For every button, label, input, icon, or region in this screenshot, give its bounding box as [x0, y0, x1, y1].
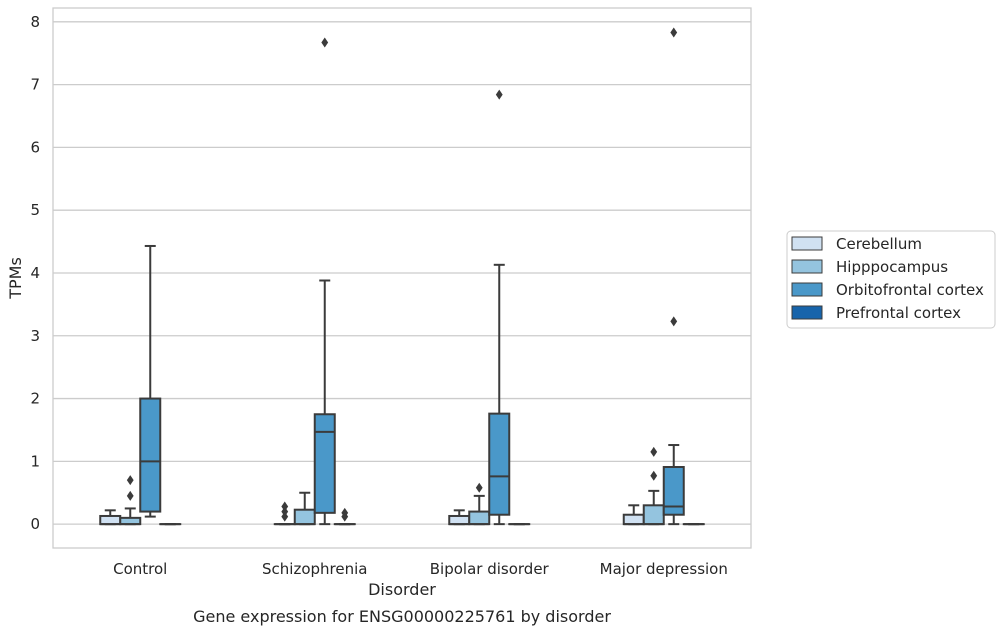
- box-orbitofrontal-cortex: [488, 89, 511, 526]
- y-tick-label: 4: [30, 264, 40, 282]
- outlier-point: [650, 446, 658, 457]
- boxes: [99, 27, 705, 526]
- box-hipppocampus: [642, 446, 665, 526]
- y-tick-label: 6: [30, 138, 40, 156]
- box-iqr: [293, 508, 316, 526]
- box-orbitofrontal-cortex: [313, 37, 336, 526]
- y-axis-title: TPMs: [6, 257, 25, 300]
- box-iqr: [448, 514, 471, 526]
- legend: Cerebellum Hipppocampus Orbitofrontal cort…: [786, 230, 996, 329]
- legend-label: Prefrontal cortex: [836, 304, 961, 322]
- legend-swatch: [791, 236, 823, 251]
- outlier-point: [321, 37, 329, 48]
- y-tick-label: 3: [30, 327, 40, 345]
- box-iqr: [642, 504, 665, 526]
- chart-caption: Gene expression for ENSG00000225761 by d…: [193, 607, 611, 626]
- box-prefrontal-cortex: [333, 507, 356, 526]
- legend-label: Hipppocampus: [836, 258, 948, 276]
- outlier-point: [650, 470, 658, 481]
- legend-label: Orbitofrontal cortex: [836, 281, 984, 299]
- x-tick-label: Schizophrenia: [262, 560, 367, 578]
- legend-swatch: [791, 282, 823, 297]
- box-iqr: [622, 513, 645, 526]
- y-tick-label: 7: [30, 76, 40, 94]
- box-hipppocampus: [293, 491, 316, 526]
- box-orbitofrontal-cortex: [662, 27, 685, 526]
- outlier-point: [281, 511, 289, 522]
- x-tick-label: Control: [113, 560, 167, 578]
- y-tick-label: 1: [30, 452, 40, 470]
- y-tick-label: 2: [30, 390, 40, 408]
- box-iqr: [662, 466, 685, 516]
- y-tick-label: 8: [30, 13, 40, 31]
- legend-item: Orbitofrontal cortex: [791, 281, 984, 299]
- legend-item: Hipppocampus: [791, 258, 948, 276]
- x-tick-label: Major depression: [600, 560, 728, 578]
- y-tick-label: 0: [30, 515, 40, 533]
- x-tick-label: Bipolar disorder: [430, 560, 550, 578]
- box-iqr: [468, 510, 491, 526]
- box-iqr: [139, 397, 162, 513]
- outlier-point: [126, 475, 134, 486]
- legend-item: Cerebellum: [791, 235, 922, 253]
- box-hipppocampus: [119, 475, 142, 526]
- x-axis-ticks: Control Schizophrenia Bipolar disorder Majo…: [113, 560, 728, 578]
- outlier-point: [126, 490, 134, 501]
- box-cerebellum: [448, 509, 471, 526]
- outlier-point: [670, 316, 678, 327]
- box-cerebellum: [273, 501, 296, 526]
- box-iqr: [488, 412, 511, 516]
- y-axis-ticks: 0 1 2 3 4 5 6 7 8: [30, 13, 40, 533]
- box-hipppocampus: [468, 482, 491, 526]
- outlier-point: [341, 507, 349, 518]
- legend-swatch: [791, 305, 823, 320]
- gridlines: [53, 21, 751, 525]
- box-iqr: [99, 514, 122, 526]
- outlier-point: [281, 501, 289, 512]
- legend-item: Prefrontal cortex: [791, 304, 961, 322]
- plot-area-frame: [52, 7, 752, 549]
- legend-label: Cerebellum: [836, 235, 922, 253]
- x-axis-title: Disorder: [368, 580, 436, 599]
- outlier-point: [670, 27, 678, 38]
- legend-frame: [786, 230, 996, 329]
- y-tick-label: 5: [30, 201, 40, 219]
- outlier-point: [281, 506, 289, 517]
- outlier-point: [475, 482, 483, 493]
- box-cerebellum: [622, 504, 645, 526]
- legend-swatch: [791, 259, 823, 274]
- box-orbitofrontal-cortex: [139, 244, 162, 518]
- box-cerebellum: [99, 509, 122, 526]
- outlier-point: [495, 89, 503, 100]
- box-iqr: [313, 413, 336, 514]
